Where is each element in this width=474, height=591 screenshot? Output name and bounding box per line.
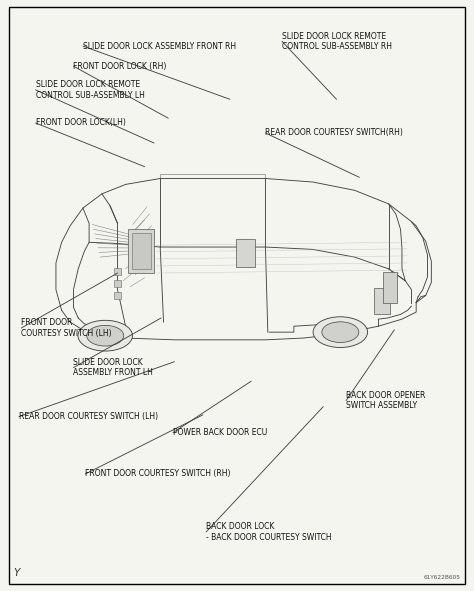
Text: REAR DOOR COURTESY SWITCH (LH): REAR DOOR COURTESY SWITCH (LH) bbox=[19, 412, 158, 421]
Ellipse shape bbox=[78, 320, 132, 351]
Ellipse shape bbox=[87, 325, 124, 346]
Bar bbox=[236, 239, 255, 267]
Text: SLIDE DOOR LOCK
ASSEMBLY FRONT LH: SLIDE DOOR LOCK ASSEMBLY FRONT LH bbox=[73, 358, 154, 377]
Text: FRONT DOOR LOCK(LH): FRONT DOOR LOCK(LH) bbox=[36, 118, 126, 128]
Bar bbox=[114, 280, 121, 287]
Text: SLIDE DOOR LOCK REMOTE
CONTROL SUB-ASSEMBLY RH: SLIDE DOOR LOCK REMOTE CONTROL SUB-ASSEM… bbox=[282, 32, 392, 51]
Text: BACK DOOR LOCK
- BACK DOOR COURTESY SWITCH: BACK DOOR LOCK - BACK DOOR COURTESY SWIT… bbox=[206, 522, 332, 541]
Text: POWER BACK DOOR ECU: POWER BACK DOOR ECU bbox=[173, 428, 267, 437]
Text: SLIDE DOOR LOCK ASSEMBLY FRONT RH: SLIDE DOOR LOCK ASSEMBLY FRONT RH bbox=[83, 41, 236, 51]
Text: BACK DOOR OPENER
SWITCH ASSEMBLY: BACK DOOR OPENER SWITCH ASSEMBLY bbox=[346, 391, 425, 410]
Bar bbox=[114, 268, 121, 275]
Bar bbox=[383, 272, 397, 303]
Bar bbox=[128, 229, 154, 273]
Text: 61Y622B605: 61Y622B605 bbox=[424, 576, 461, 580]
Ellipse shape bbox=[322, 322, 359, 343]
Text: REAR DOOR COURTESY SWITCH(RH): REAR DOOR COURTESY SWITCH(RH) bbox=[265, 128, 403, 138]
Text: FRONT DOOR LOCK (RH): FRONT DOOR LOCK (RH) bbox=[73, 61, 167, 71]
Bar bbox=[374, 288, 390, 314]
Text: FRONT DOOR
COURTESY SWITCH (LH): FRONT DOOR COURTESY SWITCH (LH) bbox=[21, 319, 112, 337]
Text: SLIDE DOOR LOCK REMOTE
CONTROL SUB-ASSEMBLY LH: SLIDE DOOR LOCK REMOTE CONTROL SUB-ASSEM… bbox=[36, 80, 145, 99]
Text: Y: Y bbox=[13, 568, 19, 578]
Bar bbox=[132, 233, 151, 269]
Text: FRONT DOOR COURTESY SWITCH (RH): FRONT DOOR COURTESY SWITCH (RH) bbox=[85, 469, 231, 479]
Ellipse shape bbox=[313, 317, 368, 348]
Bar bbox=[114, 292, 121, 299]
